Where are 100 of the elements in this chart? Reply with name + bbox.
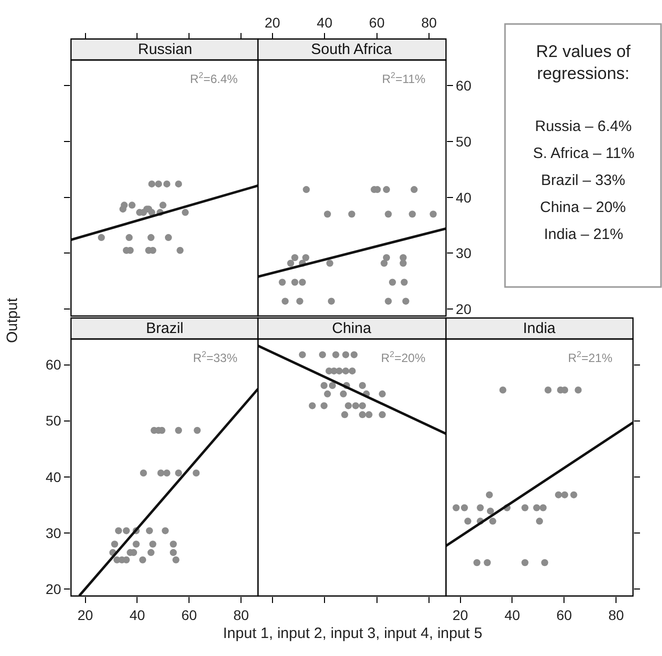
y-tick-label: 50 <box>456 133 472 150</box>
point <box>536 518 543 525</box>
point <box>170 540 177 548</box>
point <box>146 527 153 534</box>
x-tick-label: 80 <box>233 606 250 623</box>
x-tick-label: 60 <box>556 606 572 623</box>
y-tick-label: 40 <box>456 189 472 206</box>
annotation: R$^{2}$=33% <box>193 349 238 366</box>
point <box>380 260 388 267</box>
y-tick-label: 50 <box>46 412 62 429</box>
point <box>400 278 408 286</box>
chart-title: Brazil <box>146 320 184 337</box>
point <box>291 278 298 286</box>
point <box>358 382 366 390</box>
point <box>296 298 304 305</box>
point <box>328 382 336 390</box>
point <box>410 186 418 194</box>
annotation: R$^{2}$=21% <box>568 349 613 366</box>
point <box>147 549 154 556</box>
point <box>499 386 506 394</box>
text: S. Africa – 11% <box>533 145 634 162</box>
point <box>148 180 156 188</box>
point <box>320 382 328 390</box>
text: R2 values of regressions: <box>536 42 631 84</box>
y-tick-label: 20 <box>46 580 62 597</box>
point <box>298 351 306 358</box>
point <box>378 390 386 398</box>
point <box>119 206 126 213</box>
point <box>157 469 164 476</box>
point <box>287 260 294 267</box>
point <box>98 234 105 242</box>
point <box>352 402 360 410</box>
x-tick-label: 40 <box>504 606 520 623</box>
point <box>140 469 147 476</box>
point <box>163 469 170 476</box>
x-tick-label: 60 <box>369 14 385 30</box>
point <box>132 540 140 548</box>
point <box>291 254 298 262</box>
point <box>111 540 118 548</box>
annotation: R$^{2}$=20% <box>381 349 426 366</box>
point <box>302 186 310 194</box>
point <box>400 260 407 267</box>
point <box>342 351 350 358</box>
text: Brazil – 33% <box>541 172 626 189</box>
point <box>408 210 416 218</box>
point <box>175 469 182 476</box>
point <box>149 540 156 548</box>
point <box>476 504 484 512</box>
point <box>320 402 328 410</box>
point <box>430 210 437 218</box>
point <box>473 559 480 566</box>
x-tick-label: 80 <box>608 606 624 623</box>
point <box>388 278 396 286</box>
annotation: R$^{2}$=6.4% <box>190 70 238 86</box>
point <box>176 246 184 254</box>
text: India – 21% <box>544 226 624 243</box>
y-tick-label: 40 <box>46 468 62 485</box>
point <box>159 202 166 209</box>
point <box>460 504 468 512</box>
x-tick-label: 40 <box>129 606 146 623</box>
point <box>282 298 289 305</box>
point <box>365 411 372 418</box>
point <box>122 527 130 534</box>
point <box>382 254 390 262</box>
point <box>162 527 169 534</box>
point <box>574 386 582 394</box>
chart-title: South Africa <box>311 41 393 58</box>
point <box>378 411 386 418</box>
point <box>541 559 548 566</box>
point <box>163 180 170 188</box>
point <box>164 234 172 242</box>
point <box>358 411 366 418</box>
point <box>308 402 316 410</box>
x-tick-label: 60 <box>181 606 198 623</box>
point <box>298 278 306 286</box>
point <box>147 234 154 242</box>
y-tick-label: 30 <box>46 524 62 541</box>
point <box>192 469 200 476</box>
point <box>358 402 366 410</box>
x-tick-label: 40 <box>316 14 333 30</box>
text: China – 20% <box>540 199 626 216</box>
chart-title: China <box>332 320 372 337</box>
point <box>115 527 122 534</box>
point <box>554 491 562 498</box>
point <box>350 351 358 358</box>
point <box>182 208 189 216</box>
point <box>324 210 331 218</box>
y-tick-label: 30 <box>456 245 472 262</box>
chart-title: India <box>523 320 556 337</box>
x-tick-label: 80 <box>421 14 438 30</box>
point <box>384 210 392 218</box>
point <box>172 556 180 564</box>
x-tick-label: 20 <box>77 606 94 623</box>
y-tick-label: 60 <box>46 356 62 373</box>
point <box>570 491 578 498</box>
text: Russia – 6.4% <box>535 118 632 135</box>
point <box>302 254 310 262</box>
point <box>521 504 528 512</box>
point <box>348 210 356 218</box>
point <box>561 491 568 498</box>
